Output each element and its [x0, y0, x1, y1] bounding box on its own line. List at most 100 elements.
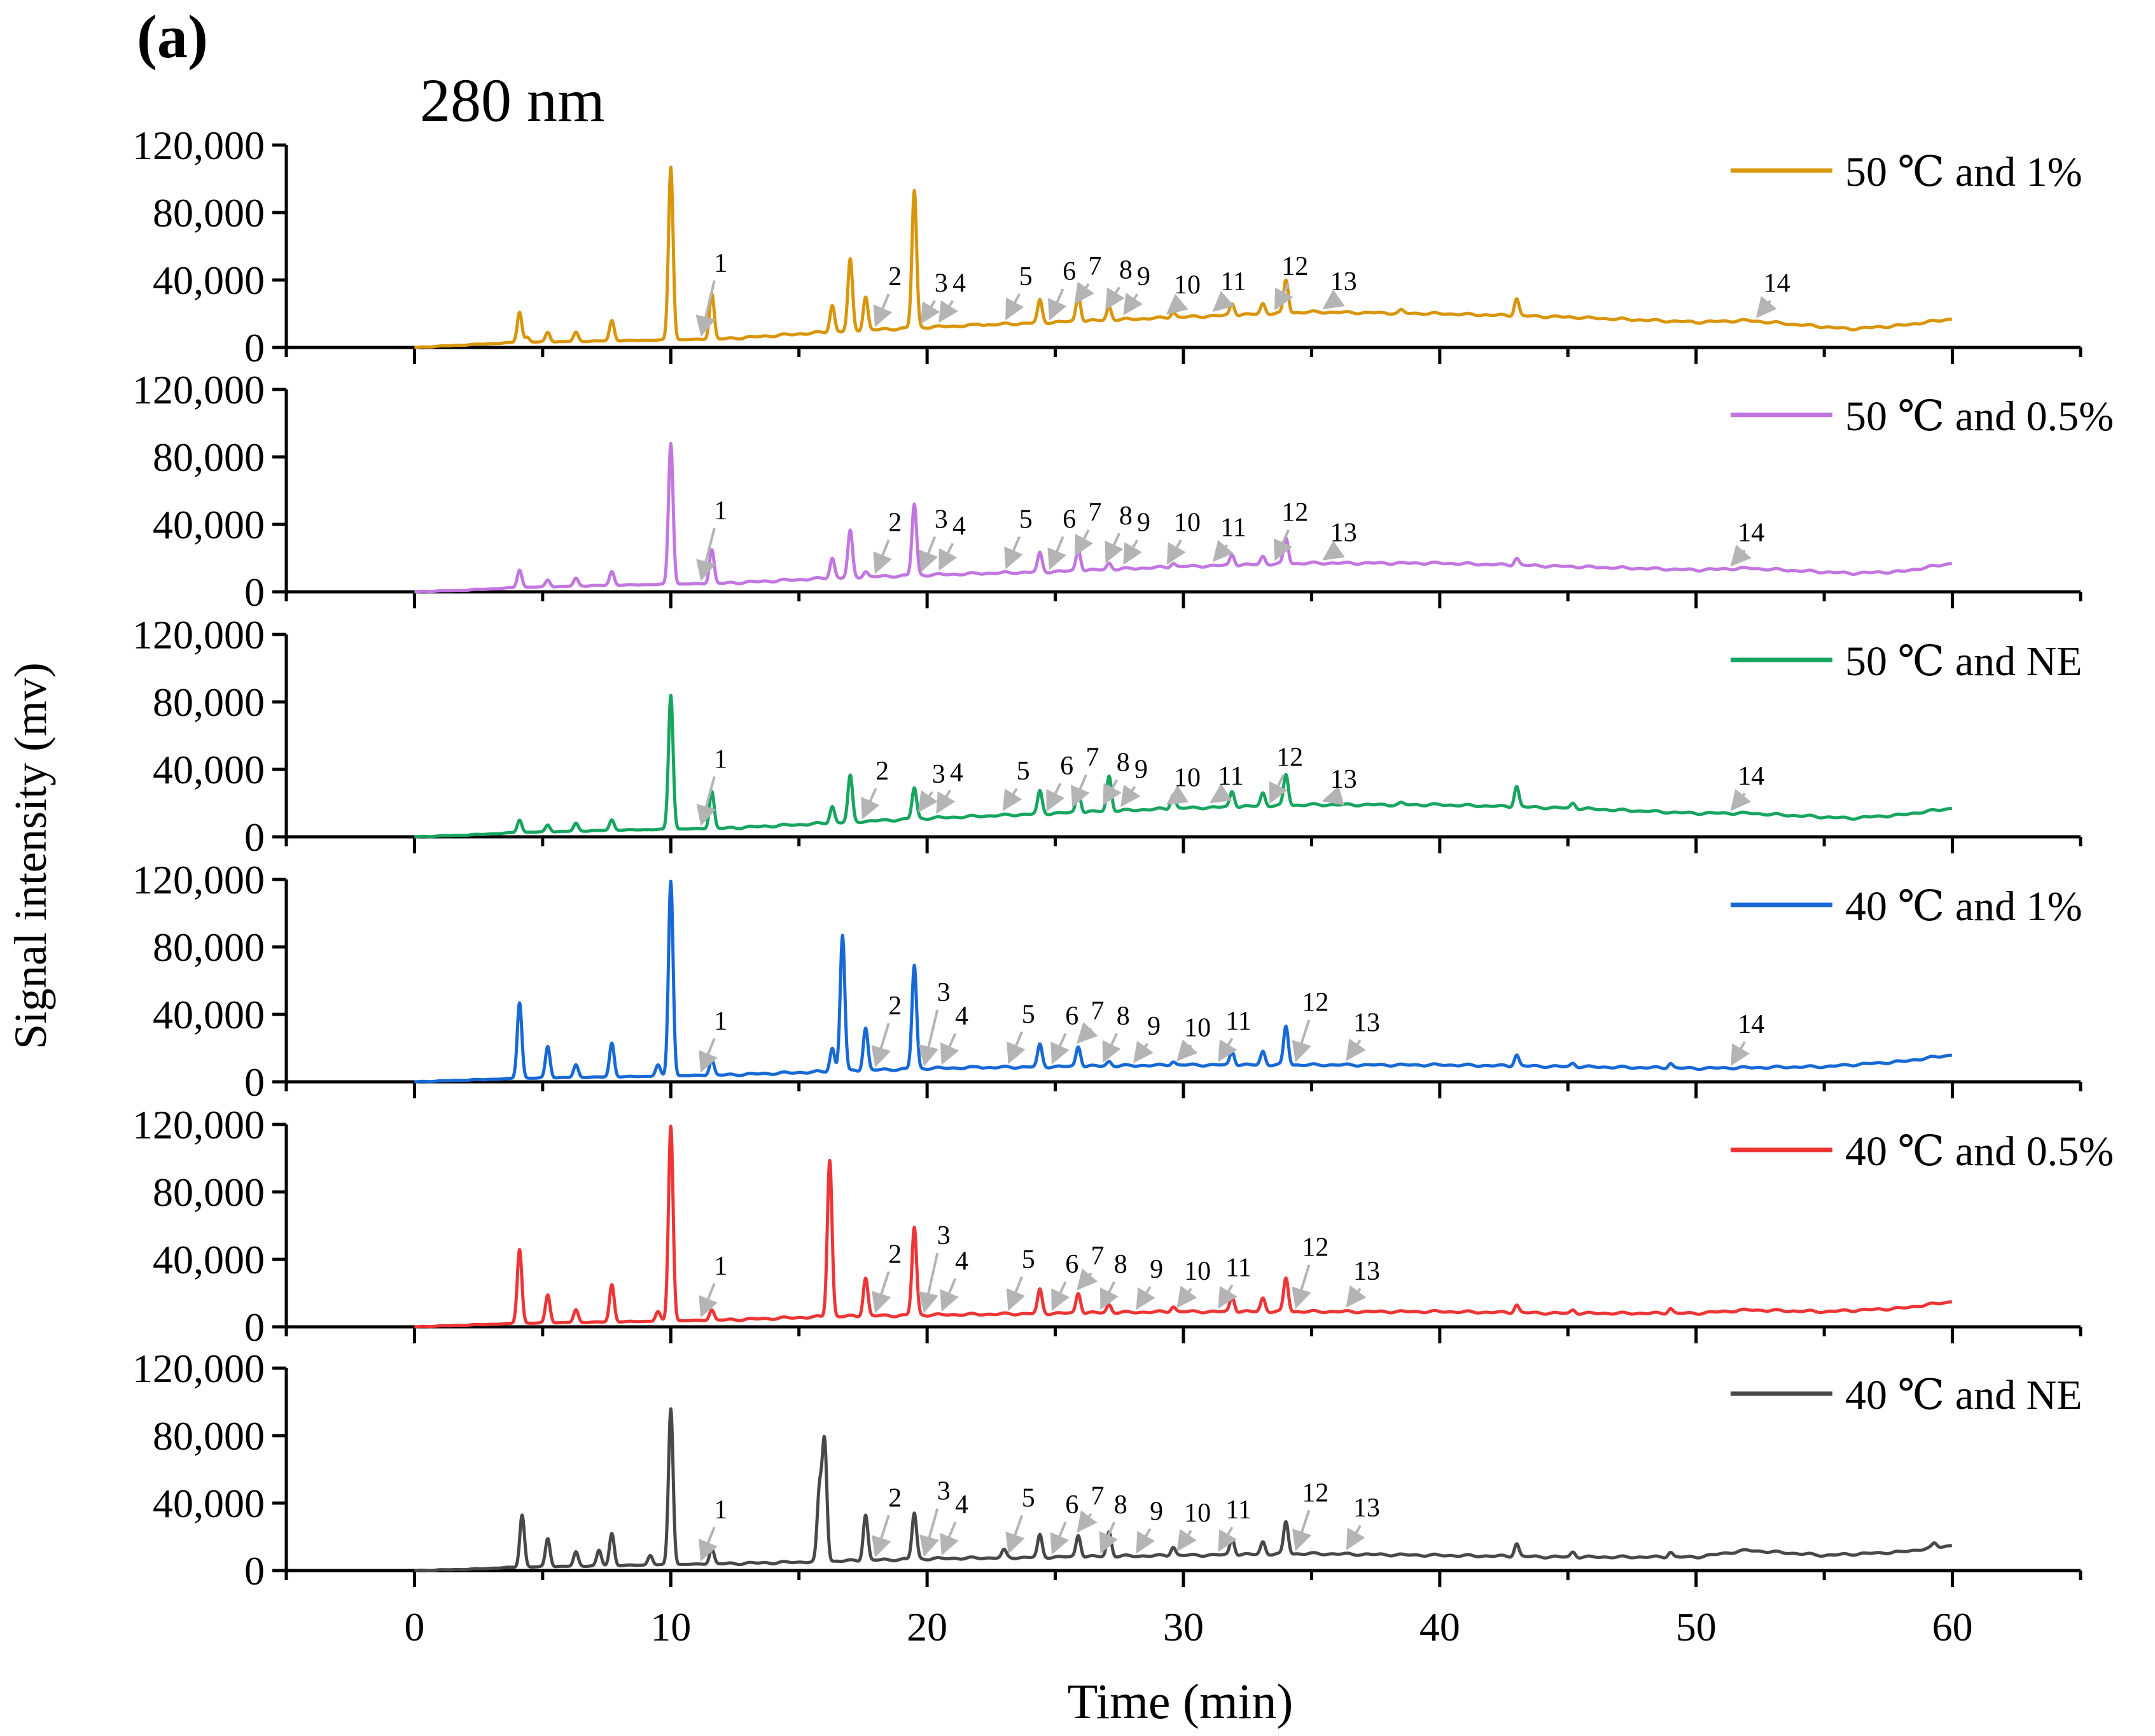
peak-label: 9 — [1134, 755, 1148, 784]
peak-label: 9 — [1147, 1012, 1161, 1041]
legend: 40 ℃ and 1% — [1731, 883, 2082, 930]
peak-label: 3 — [935, 269, 948, 298]
peak-arrow — [1136, 1286, 1155, 1310]
peak-arrow — [1166, 785, 1189, 805]
peak-label: 10 — [1184, 1013, 1211, 1042]
peak-arrow — [1077, 1268, 1098, 1291]
peak-arrow — [873, 293, 893, 327]
peak-arrow — [1100, 1281, 1119, 1310]
peak-label: 10 — [1174, 508, 1201, 538]
peak-label: 3 — [937, 1477, 951, 1506]
peak-arrow — [940, 1033, 959, 1065]
x-tick-label: 10 — [650, 1604, 691, 1649]
peak-arrow — [918, 1252, 939, 1313]
peak-arrow — [1322, 540, 1345, 561]
peak-label: 11 — [1225, 1495, 1251, 1525]
peak-arrow — [1346, 1285, 1367, 1308]
y-tick-label: 0 — [244, 570, 265, 615]
peak-label: 7 — [1091, 997, 1105, 1026]
peak-arrow — [699, 1283, 718, 1318]
peak-arrow — [1077, 1021, 1098, 1044]
peak-arrow — [1730, 544, 1752, 567]
peak-arrow — [699, 1527, 718, 1562]
peak-label: 8 — [1117, 748, 1130, 778]
peak-label: 7 — [1085, 743, 1099, 773]
series-line — [413, 1124, 1953, 1329]
peak-arrow — [696, 528, 716, 582]
peak-arrow — [1273, 529, 1293, 561]
x-tick-label: 40 — [1419, 1604, 1460, 1649]
peak-arrow — [1077, 1510, 1098, 1533]
peak-arrow — [1105, 286, 1125, 311]
peak-label: 12 — [1302, 1233, 1329, 1263]
peak-label: 4 — [952, 512, 966, 541]
legend: 50 ℃ and 1% — [1731, 149, 2082, 195]
peak-arrow — [1133, 1040, 1154, 1063]
peak-arrow — [1218, 1037, 1238, 1062]
peak-label: 14 — [1764, 269, 1790, 298]
series-line — [413, 694, 1953, 839]
peak-arrow — [940, 1278, 959, 1312]
panel-6: 0 40,000 80,000 120,000 0 10 20 30 40 50 60 40 ℃ an… — [132, 1346, 2082, 1649]
x-tick-label: 30 — [1163, 1604, 1204, 1649]
peak-label: 2 — [888, 508, 902, 538]
y-tick-label: 80,000 — [153, 435, 265, 480]
peak-arrow — [1136, 1528, 1155, 1554]
y-tick-label: 40,000 — [153, 992, 265, 1037]
peak-label: 7 — [1088, 498, 1101, 528]
peak-label: 6 — [1065, 1490, 1078, 1520]
series-line — [413, 879, 1953, 1084]
y-tick-label: 40,000 — [153, 258, 265, 303]
peak-arrow — [1274, 283, 1294, 311]
peak-arrow — [1046, 783, 1065, 812]
peak-arrow — [1292, 1509, 1312, 1551]
x-tick-label: 20 — [907, 1604, 947, 1649]
peak-arrow — [1218, 1284, 1238, 1309]
series-line — [413, 442, 1953, 594]
peak-arrow — [1292, 1264, 1311, 1309]
peak-label: 14 — [1738, 762, 1764, 791]
peak-arrow — [699, 1038, 718, 1073]
peak-arrow — [938, 542, 958, 571]
peak-arrow — [1070, 774, 1090, 808]
peak-arrow — [919, 536, 938, 573]
peak-label: 5 — [1022, 1000, 1035, 1029]
peak-arrow — [938, 300, 958, 323]
peak-arrow — [1120, 784, 1141, 808]
x-tick-label: 50 — [1676, 1604, 1717, 1649]
peak-label: 3 — [937, 978, 951, 1007]
peak-arrow — [1105, 533, 1124, 564]
peak-label: 2 — [875, 757, 889, 786]
peak-arrow — [1074, 281, 1095, 304]
peak-label: 6 — [1063, 505, 1076, 534]
peak-label: 3 — [937, 1221, 951, 1250]
peak-label: 12 — [1302, 1478, 1329, 1508]
wavelength-label: 280 nm — [420, 66, 605, 134]
y-tick-label: 0 — [244, 1060, 265, 1105]
peak-label: 1 — [714, 745, 727, 774]
peak-arrow — [1166, 293, 1189, 315]
y-tick-label: 0 — [244, 815, 265, 860]
peak-label: 11 — [1218, 762, 1243, 791]
peak-arrow — [1047, 536, 1067, 570]
peak-label: 6 — [1063, 257, 1076, 286]
peak-label: 4 — [955, 1002, 968, 1031]
y-axis-title: Signal intensity (mv) — [5, 662, 56, 1049]
peak-arrow — [1166, 539, 1186, 565]
peak-label: 11 — [1220, 514, 1246, 543]
peak-arrow — [1099, 1522, 1118, 1554]
peak-label: 10 — [1184, 1257, 1211, 1286]
legend-label: 50 ℃ and NE — [1845, 638, 2082, 685]
peak-arrow — [1123, 293, 1143, 316]
peak-label: 2 — [888, 991, 902, 1021]
peak-label: 12 — [1276, 743, 1303, 773]
peak-arrow — [1176, 1529, 1197, 1552]
y-tick-label: 120,000 — [132, 1102, 265, 1147]
peak-label: 1 — [714, 1007, 727, 1036]
legend: 40 ℃ and NE — [1731, 1372, 2082, 1418]
peak-label: 6 — [1060, 752, 1073, 781]
y-tick-label: 80,000 — [153, 1413, 265, 1459]
peak-label: 13 — [1353, 1009, 1380, 1038]
